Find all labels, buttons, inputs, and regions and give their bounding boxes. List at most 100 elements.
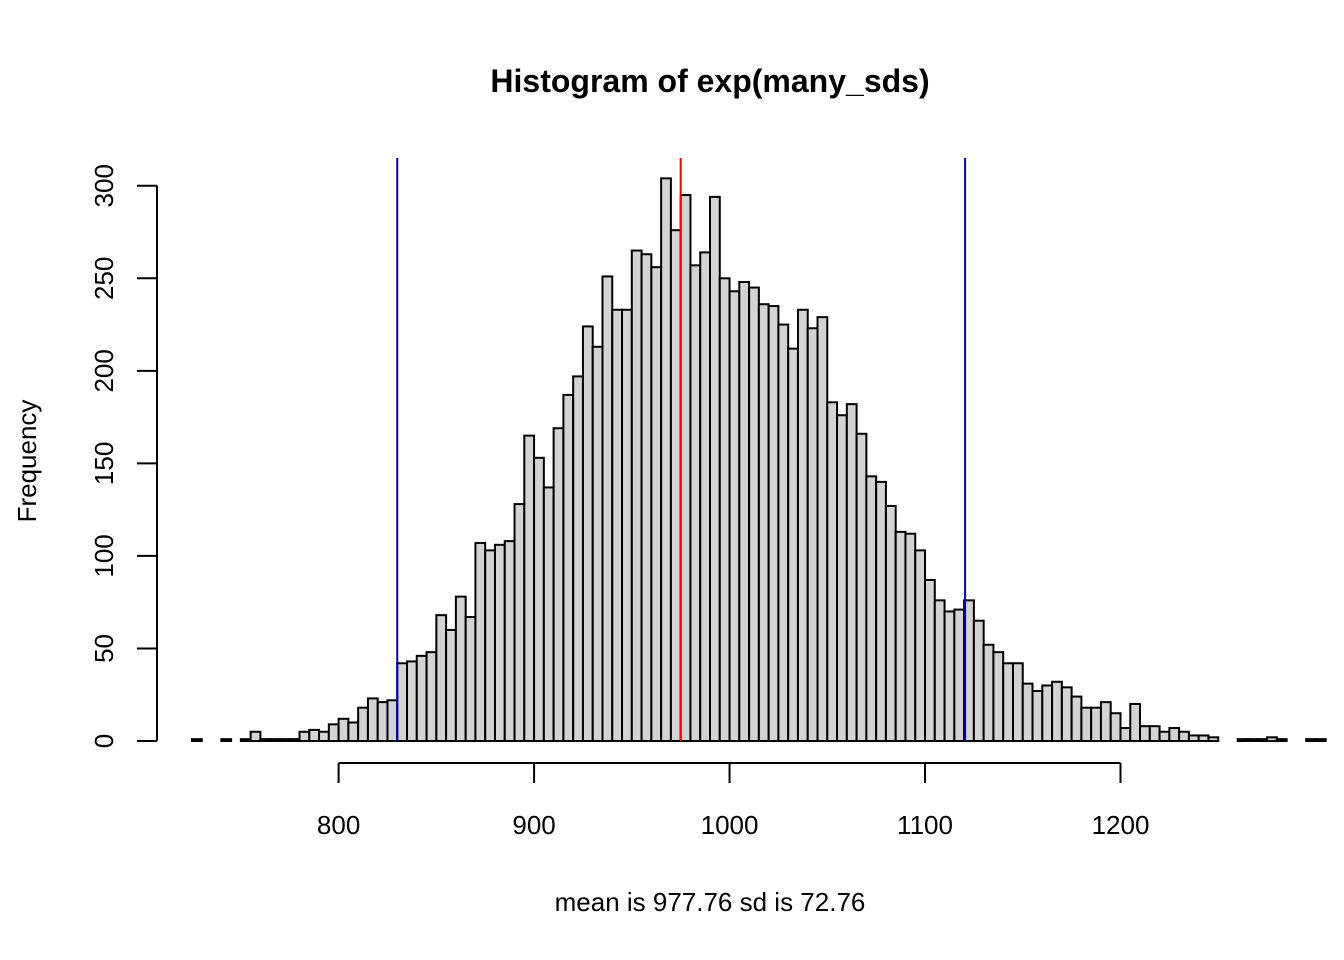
histogram-bar	[767, 305, 780, 742]
histogram-bar	[982, 643, 995, 743]
histogram-bar	[630, 249, 643, 742]
histogram-bar	[1051, 680, 1063, 743]
histogram-bar	[709, 195, 721, 742]
histogram-bar	[660, 177, 672, 743]
histogram-bar	[875, 480, 887, 742]
reference-lines	[396, 158, 967, 741]
histogram-bar	[1207, 736, 1220, 742]
histogram-bar	[327, 723, 340, 743]
histogram-bar	[1178, 730, 1190, 742]
histogram-bar	[591, 345, 604, 742]
histogram-bars	[191, 177, 1327, 743]
histogram-bar	[855, 432, 868, 742]
histogram-bar	[318, 730, 330, 742]
histogram-bar	[1256, 738, 1269, 743]
histogram-bar	[826, 401, 839, 742]
histogram-bar	[513, 503, 526, 742]
histogram-bar	[924, 578, 936, 742]
histogram-bar	[503, 540, 516, 742]
histogram-bar	[1002, 662, 1014, 743]
histogram-bar	[445, 628, 457, 743]
histogram-bar	[1021, 682, 1034, 743]
x-tick-label: 800	[317, 810, 360, 840]
histogram-bar	[1266, 736, 1278, 742]
histogram-bar	[474, 541, 487, 742]
histogram-bar	[943, 610, 956, 742]
histogram-bar	[1109, 712, 1122, 742]
histogram-bar	[542, 486, 555, 742]
histogram-bar	[728, 290, 741, 742]
histogram-bar	[435, 614, 448, 743]
x-axis-label: mean is 977.76 sd is 72.76	[555, 887, 866, 917]
y-tick-label: 250	[89, 257, 119, 300]
histogram-bar	[689, 264, 702, 742]
y-tick-label: 150	[89, 442, 119, 485]
y-tick-label: 100	[89, 534, 119, 577]
histogram-bar	[640, 253, 653, 743]
histogram-bar	[1187, 734, 1200, 743]
histogram-bar	[493, 543, 506, 742]
histogram-bar	[484, 549, 496, 742]
histogram-bar	[669, 229, 682, 742]
histogram-bar	[425, 651, 438, 742]
histogram-bar	[552, 427, 565, 742]
histogram-bar	[220, 738, 233, 743]
x-tick-label: 900	[512, 810, 555, 840]
histogram-bar	[777, 323, 790, 742]
histogram-bar	[836, 414, 848, 742]
histogram-bar	[845, 403, 858, 742]
histogram-bar	[757, 303, 770, 742]
histogram-bar	[1275, 738, 1288, 743]
x-axis: 800 900 1000 1100 1200	[317, 762, 1150, 840]
histogram-bar	[650, 266, 663, 742]
histogram-bar	[366, 697, 379, 742]
histogram-bar	[1168, 727, 1181, 742]
histogram-bar	[1011, 662, 1024, 743]
histogram-bar	[533, 456, 545, 742]
histogram-bar	[249, 730, 262, 742]
histogram-bar	[562, 393, 575, 742]
histogram-bar	[865, 475, 878, 742]
histogram-bar	[601, 275, 614, 742]
histogram-bar	[278, 738, 291, 743]
histogram-bar	[298, 730, 311, 742]
histogram-bar	[1090, 706, 1102, 743]
histogram-bar	[581, 325, 594, 742]
histogram-bar	[1246, 738, 1259, 743]
histogram-bar	[884, 504, 897, 743]
histogram-bar	[523, 434, 536, 742]
y-axis-label: Frequency	[12, 400, 42, 523]
histogram-bar	[894, 530, 907, 742]
histogram-bar	[1314, 738, 1327, 743]
histogram-bar	[1031, 690, 1044, 743]
histogram-bar	[904, 532, 917, 743]
histogram-bar	[738, 281, 751, 742]
histogram-bar	[806, 327, 819, 742]
histogram-bar	[914, 549, 927, 742]
histogram-bar	[572, 375, 584, 742]
histogram-bar	[347, 721, 360, 742]
histogram-bar	[396, 662, 409, 743]
histogram-bar	[464, 616, 477, 742]
histogram-bar	[1197, 734, 1210, 743]
histogram-bar	[406, 660, 418, 742]
histogram-bar	[679, 194, 692, 742]
y-tick-label: 300	[89, 164, 119, 207]
histogram-bar	[259, 738, 272, 743]
histogram-bar	[611, 308, 624, 742]
histogram-bar	[1148, 725, 1161, 743]
histogram-bar	[1305, 738, 1317, 743]
histogram-bar	[376, 701, 389, 743]
chart-title: Histogram of exp(many_sds)	[490, 63, 929, 99]
histogram-bar	[239, 738, 252, 743]
x-tick-label: 1200	[1092, 810, 1150, 840]
histogram-bar	[191, 738, 203, 743]
histogram-bar	[1158, 730, 1171, 742]
histogram-bar	[308, 728, 321, 743]
histogram-bar	[718, 277, 731, 742]
histogram-bar	[1099, 701, 1112, 743]
histogram-bar	[787, 347, 799, 742]
y-tick-label: 200	[89, 349, 119, 392]
histogram-bar	[386, 699, 399, 743]
